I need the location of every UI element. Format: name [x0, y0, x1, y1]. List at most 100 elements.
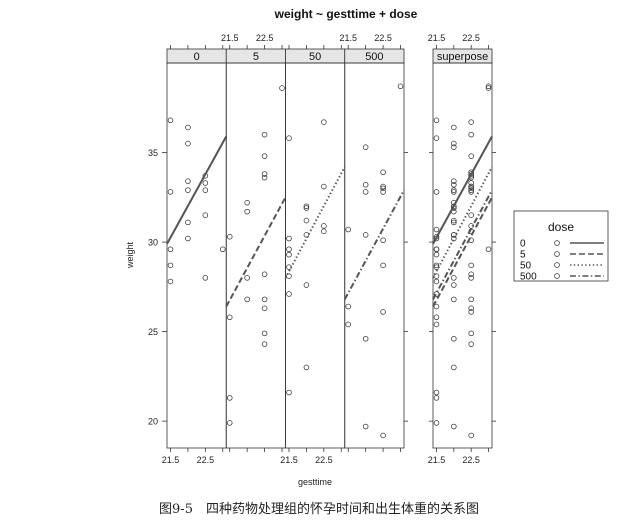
data-point	[433, 273, 440, 279]
data-point	[468, 189, 474, 195]
legend-item-5: 5	[520, 250, 604, 261]
data-point	[485, 246, 492, 253]
data-point	[380, 183, 386, 190]
data-point	[167, 262, 174, 269]
panel-strip-label: 500	[365, 51, 383, 63]
data-point	[345, 303, 352, 310]
panel-frame-5	[225, 62, 286, 449]
chart-title: weight ~ gesttime + dose	[274, 7, 418, 21]
data-point	[451, 203, 457, 210]
legend-point-symbol	[554, 262, 560, 268]
fit-line-dose-500	[432, 189, 493, 300]
data-point	[261, 131, 268, 138]
data-point	[433, 314, 440, 321]
data-point	[451, 296, 457, 303]
data-point	[261, 271, 268, 278]
legend-item-label: 0	[520, 239, 526, 250]
panel-superpose: superpose 21.5 21.5 22.5 22.5	[428, 33, 493, 465]
data-point	[321, 228, 327, 235]
y-tick-label: 35	[148, 148, 158, 158]
data-point	[286, 251, 292, 258]
data-point	[167, 278, 174, 285]
data-point	[226, 314, 233, 321]
data-point	[303, 217, 310, 224]
data-point	[286, 291, 292, 297]
data-point	[185, 187, 191, 193]
data-point	[202, 275, 209, 281]
data-point	[286, 135, 292, 141]
legend-point-symbol	[554, 273, 560, 279]
data-point	[380, 189, 386, 195]
x-tick-label-top: 21.5	[339, 33, 357, 43]
data-point	[362, 189, 369, 195]
fit-line-dose-0	[166, 135, 228, 245]
x-tick-label: 22.5	[197, 455, 215, 465]
data-point	[433, 395, 440, 401]
data-point	[451, 124, 457, 131]
data-point	[321, 183, 327, 190]
data-point	[345, 321, 352, 328]
panel-0: 0 21.5 22.5	[162, 45, 228, 465]
data-point	[286, 273, 292, 279]
legend-point-symbol	[554, 251, 560, 257]
data-point	[303, 364, 310, 371]
data-point	[380, 185, 386, 192]
data-point	[202, 180, 209, 186]
y-tick-label: 20	[148, 417, 158, 427]
panel-strip-label: superpose	[437, 51, 488, 63]
data-point	[451, 219, 457, 226]
panel-frame-500	[344, 62, 405, 449]
data-point	[485, 85, 492, 91]
data-point	[362, 181, 369, 188]
x-tick-label-top: 21.5	[221, 33, 239, 43]
data-point	[303, 203, 310, 210]
data-point	[468, 183, 474, 190]
data-point	[468, 275, 474, 281]
data-point	[380, 169, 386, 176]
legend-item-0: 0	[520, 239, 604, 250]
panel-frame-50	[285, 62, 346, 449]
data-point	[468, 119, 474, 125]
fit-line-dose-50	[284, 166, 346, 279]
data-point	[362, 232, 369, 238]
legend-box	[513, 210, 609, 282]
data-point	[362, 144, 369, 150]
data-point	[219, 246, 226, 253]
x-axis-label: gesttime	[298, 477, 332, 487]
data-point	[451, 181, 457, 188]
data-point	[451, 275, 457, 281]
data-point	[468, 131, 474, 138]
data-point	[185, 178, 191, 184]
data-point	[185, 235, 191, 242]
panel-500: 500 21.5 22.5	[339, 33, 405, 452]
data-point	[362, 423, 369, 430]
lattice-chart: weight ~ gesttime + dose gesttime weight…	[125, 7, 609, 487]
data-point	[451, 189, 457, 195]
data-point	[380, 237, 386, 244]
data-point	[261, 341, 268, 347]
legend-item-50: 50	[520, 261, 604, 272]
panel-strip-label: 0	[194, 51, 200, 63]
fit-line-dose-5	[225, 196, 287, 308]
y-tick-label: 25	[148, 327, 158, 337]
data-point	[433, 117, 440, 124]
panel-strip-label: 50	[309, 51, 321, 63]
y-tick-label: 30	[148, 238, 158, 248]
data-point	[362, 335, 369, 342]
data-point	[451, 235, 457, 242]
data-point	[451, 364, 457, 371]
data-point	[167, 117, 174, 124]
data-point	[286, 389, 292, 396]
data-point	[244, 208, 250, 215]
data-point	[226, 420, 233, 426]
data-point	[185, 124, 191, 131]
data-point	[433, 246, 440, 253]
panel-frame-0	[166, 62, 227, 449]
data-point	[185, 140, 191, 147]
data-point	[261, 330, 268, 337]
panel-strip-label: 5	[253, 51, 259, 63]
fit-line-dose-50	[432, 166, 493, 279]
data-point	[279, 85, 285, 91]
data-point	[397, 83, 404, 90]
